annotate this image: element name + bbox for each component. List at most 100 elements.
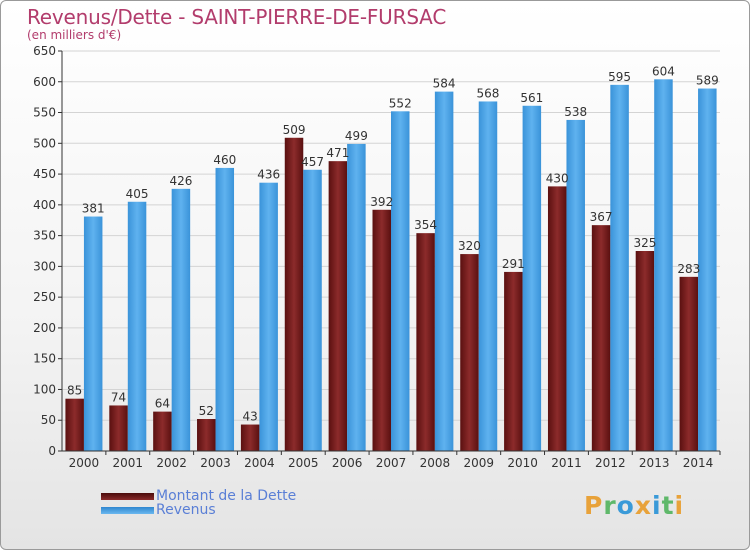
bar-revenus: [434, 91, 454, 451]
logo-letter: o: [616, 491, 635, 520]
bar-dette: [416, 233, 435, 451]
y-tick-label: 150: [33, 352, 56, 366]
bar-revenus: [83, 216, 103, 451]
x-tick-label: 2002: [156, 456, 187, 470]
data-label-revenus: 538: [564, 105, 587, 119]
bar-revenus: [654, 79, 673, 452]
y-tick-label: 550: [33, 106, 56, 120]
legend-label-revenus: Revenus: [156, 502, 216, 518]
bar-revenus: [259, 182, 278, 451]
x-tick-label: 2011: [551, 456, 582, 470]
bar-dette: [197, 419, 216, 451]
bar-revenus: [215, 167, 235, 451]
data-label-revenus: 568: [477, 86, 500, 100]
data-label-dette: 320: [458, 239, 481, 253]
data-label-dette: 291: [502, 257, 525, 271]
x-tick-label: 2004: [244, 456, 275, 470]
y-tick-label: 300: [33, 259, 56, 273]
x-tick-label: 2000: [69, 456, 100, 470]
bar-dette: [460, 254, 479, 451]
data-label-revenus: 589: [696, 74, 719, 88]
logo-letter: i: [674, 491, 685, 520]
data-label-revenus: 460: [213, 153, 236, 167]
data-label-dette: 509: [283, 123, 306, 137]
data-label-revenus: 436: [257, 168, 280, 182]
data-label-dette: 43: [243, 410, 258, 424]
data-label-dette: 64: [155, 397, 170, 411]
bar-dette: [328, 161, 348, 451]
legend-item-dette: Montant de la Dette: [101, 488, 296, 504]
bar-revenus: [127, 201, 147, 451]
logo-letter: r: [603, 491, 617, 520]
bar-dette: [153, 411, 172, 451]
data-label-dette: 74: [111, 390, 126, 404]
x-tick-label: 2006: [332, 456, 363, 470]
legend-swatch-revenus: [101, 506, 154, 514]
data-label-revenus: 604: [652, 64, 675, 78]
chart-subtitle: (en milliers d'€): [27, 28, 122, 42]
logo-letter: t: [661, 491, 675, 520]
legend-item-revenus: Revenus: [101, 502, 216, 518]
y-tick-label: 600: [33, 75, 56, 89]
bar-revenus: [566, 119, 585, 451]
bar-dette: [504, 271, 523, 451]
data-label-dette: 325: [633, 236, 656, 250]
data-label-revenus: 561: [520, 91, 543, 105]
data-label-dette: 392: [370, 195, 393, 209]
data-label-dette: 52: [199, 404, 214, 418]
bar-dette: [240, 424, 260, 451]
legend-label-dette: Montant de la Dette: [156, 488, 297, 504]
bar-dette: [372, 209, 391, 451]
bar-dette: [635, 251, 655, 451]
x-tick-label: 2010: [507, 456, 538, 470]
y-tick-label: 200: [33, 321, 56, 335]
bar-revenus: [347, 143, 366, 451]
logo-letter: x: [634, 491, 652, 520]
x-tick-label: 2012: [595, 456, 626, 470]
data-label-revenus: 584: [433, 77, 456, 91]
data-label-dette: 367: [590, 210, 613, 224]
bar-dette: [65, 398, 84, 451]
chart-title: Revenus/Dette - SAINT-PIERRE-DE-FURSAC: [27, 5, 447, 29]
bar-revenus: [391, 111, 410, 452]
data-label-revenus: 381: [82, 202, 105, 216]
y-tick-label: 500: [33, 136, 56, 150]
x-tick-label: 2001: [113, 456, 144, 470]
bar-revenus: [610, 84, 629, 451]
y-tick-label: 450: [33, 167, 56, 181]
x-tick-label: 2014: [683, 456, 714, 470]
data-label-revenus: 405: [126, 187, 149, 201]
data-label-revenus: 595: [608, 70, 631, 84]
x-tick-label: 2007: [376, 456, 407, 470]
data-label-dette: 430: [546, 171, 569, 185]
bar-revenus: [698, 88, 717, 452]
data-label-revenus: 457: [301, 155, 324, 169]
data-label-revenus: 499: [345, 129, 368, 143]
x-tick-label: 2005: [288, 456, 319, 470]
data-label-dette: 471: [326, 146, 349, 160]
data-label-revenus: 426: [169, 174, 192, 188]
bar-revenus: [522, 105, 542, 452]
x-tick-label: 2013: [639, 456, 670, 470]
data-label-dette: 85: [67, 384, 82, 398]
bar-dette: [284, 137, 304, 451]
x-tick-label: 2003: [200, 456, 231, 470]
bar-dette: [679, 276, 699, 451]
y-tick-label: 100: [33, 382, 56, 396]
y-tick-label: 650: [33, 44, 56, 58]
bar-revenus: [303, 169, 322, 451]
y-tick-label: 250: [33, 290, 56, 304]
bar-dette: [591, 225, 611, 451]
proxiti-logo: Proxiti: [584, 491, 684, 520]
y-tick-label: 50: [41, 413, 56, 427]
bar-revenus: [171, 188, 191, 451]
y-tick-label: 350: [33, 229, 56, 243]
legend-swatch-dette: [101, 492, 154, 500]
y-tick-label: 400: [33, 198, 56, 212]
bar-revenus: [478, 101, 498, 451]
y-tick-label: 0: [48, 444, 56, 458]
logo-letter: i: [652, 491, 662, 520]
data-label-dette: 283: [677, 262, 700, 276]
